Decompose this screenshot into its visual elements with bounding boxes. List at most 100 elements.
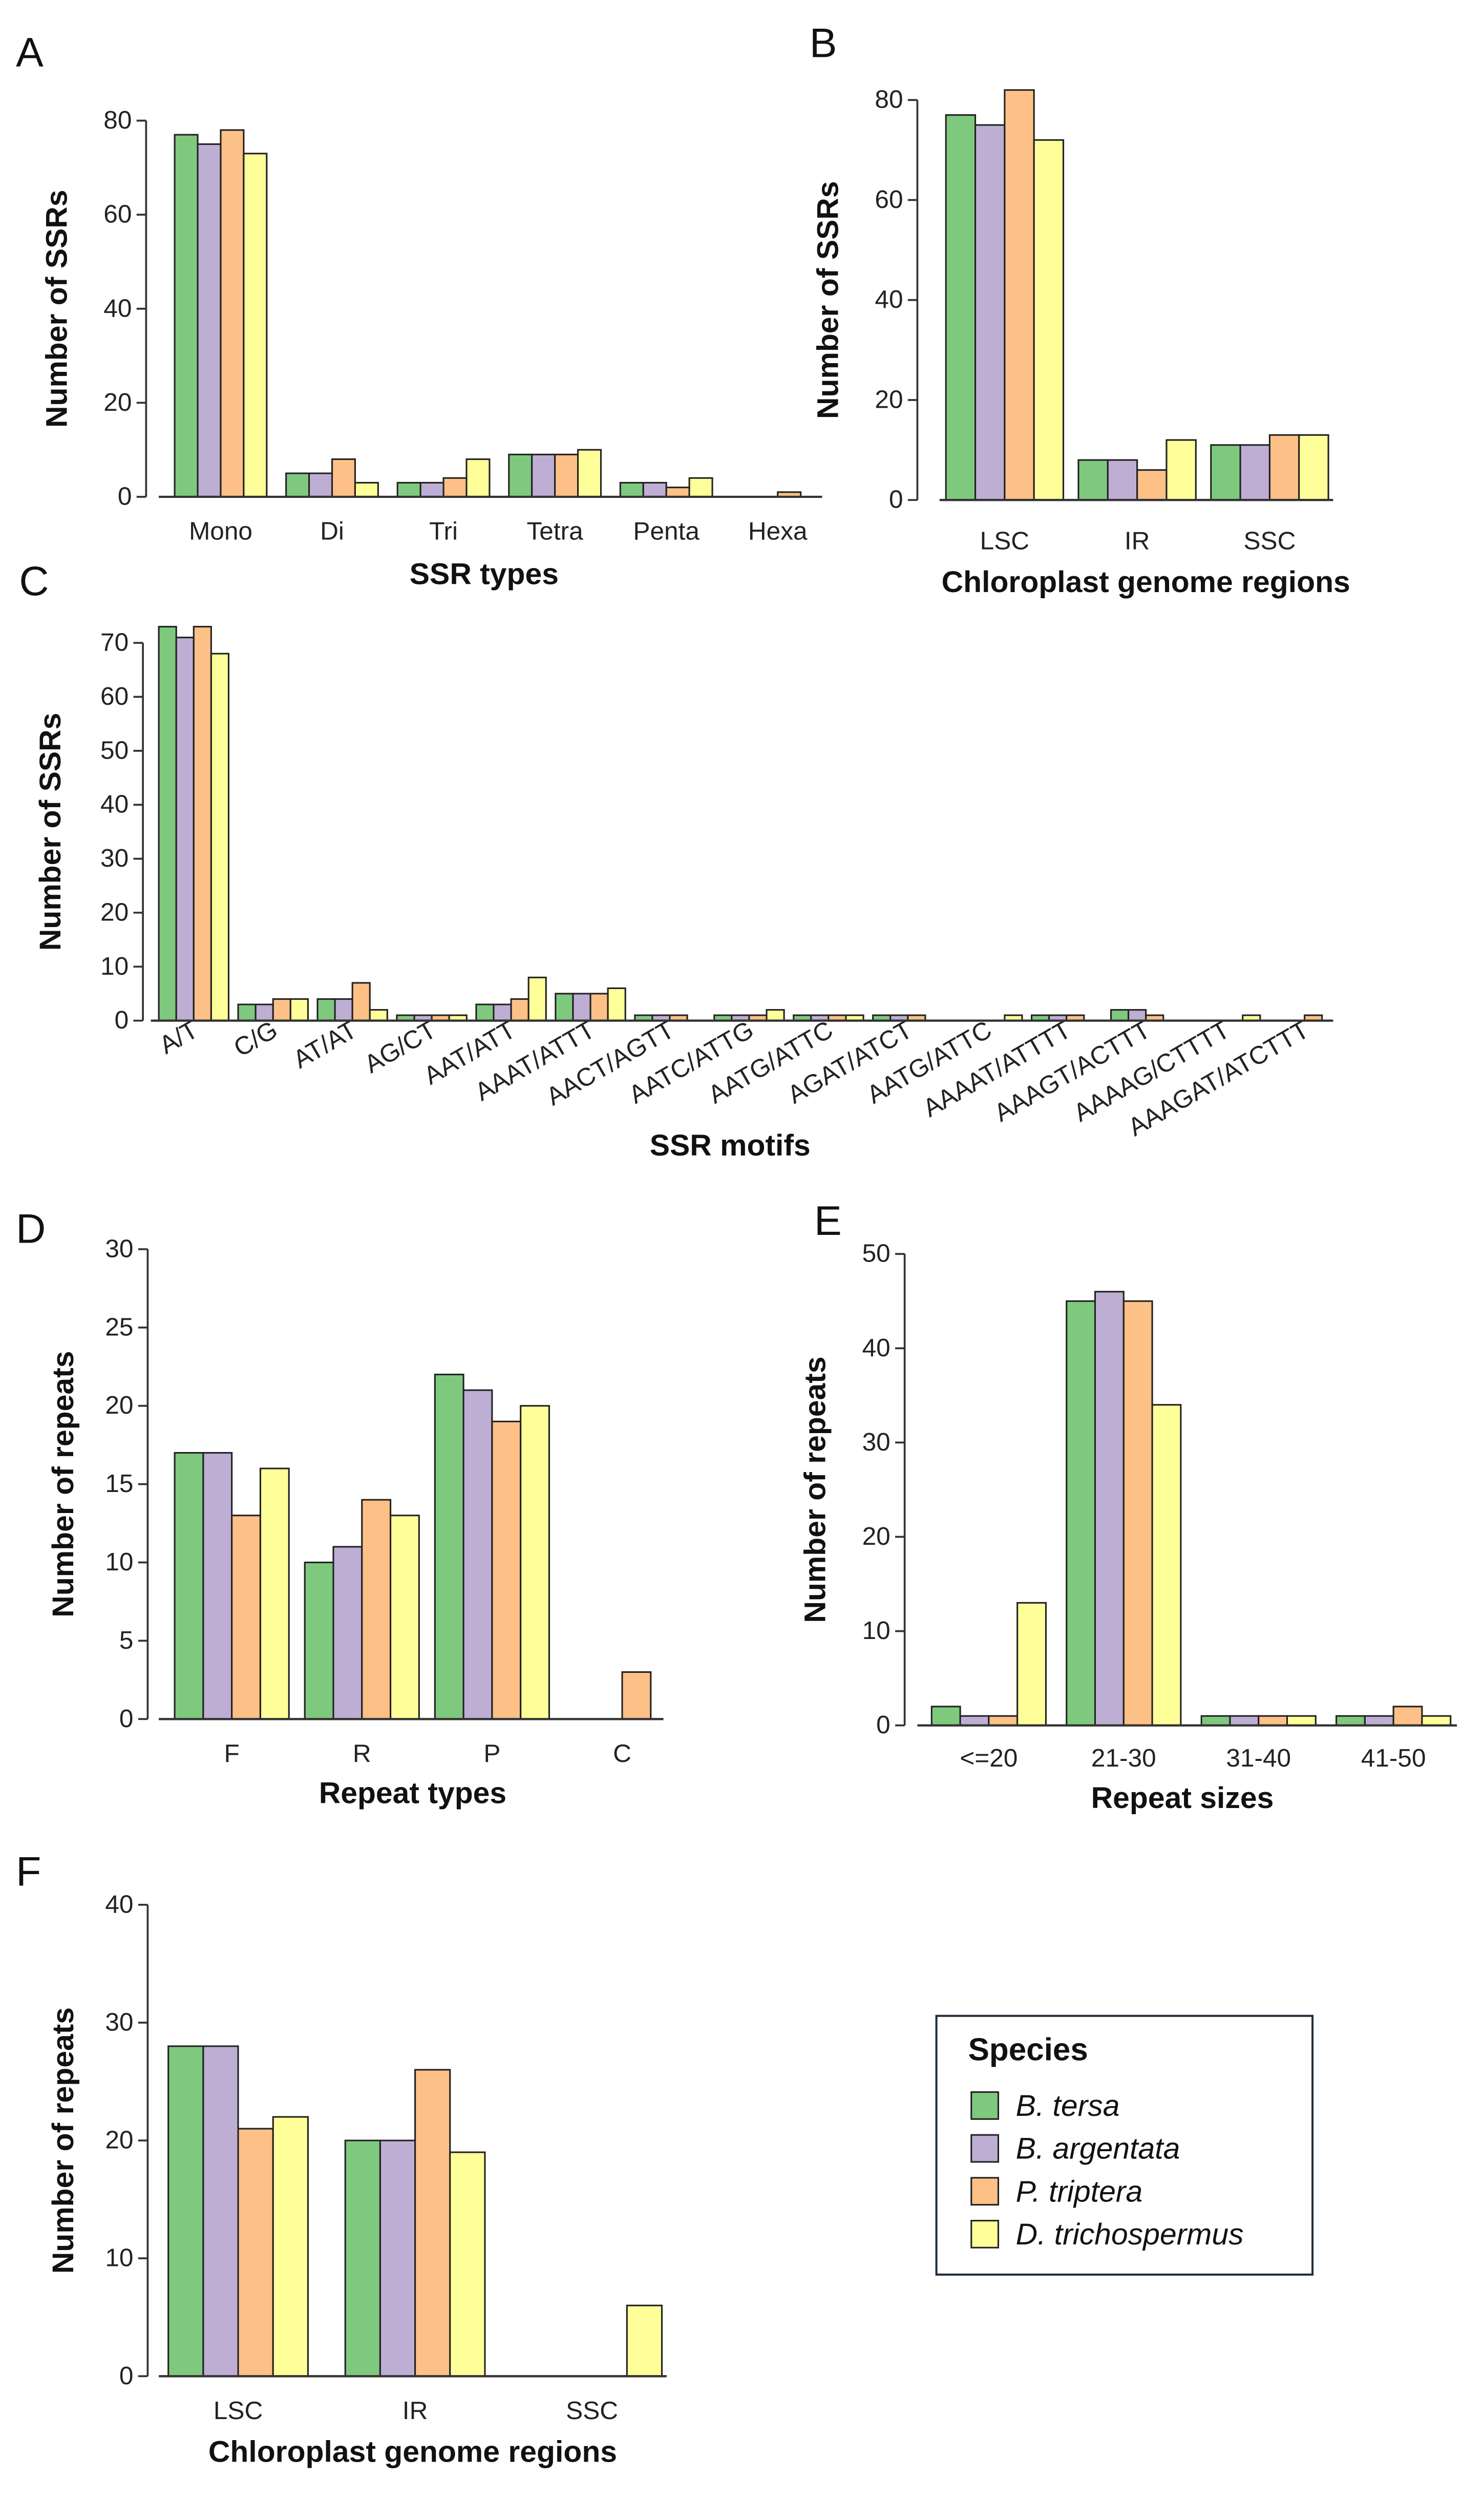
bar-c-1-1: [255, 1003, 274, 1022]
panel-label: F: [16, 1849, 41, 1895]
bar-c-4-3: [527, 976, 547, 1022]
bar-d-3-2: [621, 1671, 652, 1720]
bar-e-1-0: [1066, 1300, 1096, 1727]
legend-swatch: [970, 2220, 1000, 2249]
legend-item: B. tersa: [1016, 2089, 1120, 2123]
bar-c-4-2: [510, 998, 529, 1022]
panel-a: A 0 20 40 60 80 Number of SSRs Mono Di Tri Tetra Pe…: [16, 30, 822, 591]
y-tick-label: 30: [100, 844, 129, 872]
y-tick-label: 5: [119, 1626, 134, 1654]
bar-b-1-0: [1077, 459, 1109, 501]
bar-a-0-1: [197, 143, 222, 498]
bar-f-2-3: [626, 2304, 663, 2377]
y-tick-label: 0: [119, 2361, 134, 2390]
y-tick-label: 0: [119, 1704, 134, 1733]
y-tick-label: 30: [105, 2007, 133, 2036]
bar-c-0-2: [193, 625, 212, 1022]
y-tick-label: 40: [105, 1889, 133, 1918]
x-tick-label: Tri: [429, 517, 458, 545]
x-tick-label: Di: [320, 517, 344, 545]
bar-b-1-3: [1165, 439, 1197, 501]
panel-e: E 0 10 20 30 40 50 Number of repeats <=20 21-30 31…: [799, 1198, 1457, 1815]
x-tick-label: R: [353, 1739, 371, 1768]
x-axis-title: SSR motifs: [650, 1129, 811, 1162]
bar-e-2-2: [1258, 1715, 1288, 1727]
bar-a-1-0: [285, 472, 310, 498]
bar-e-3-1: [1364, 1715, 1394, 1727]
bar-a-3-0: [508, 453, 533, 498]
panel-f: F 0 10 20 30 40 Number of repeats LSC IR SSC Chlor…: [16, 1849, 667, 2469]
bar-a-0-3: [243, 153, 268, 498]
bar-e-3-0: [1335, 1715, 1366, 1727]
x-tick-label: C: [613, 1739, 631, 1768]
bar-e-0-2: [988, 1715, 1019, 1727]
bar-a-0-0: [174, 134, 199, 498]
bar-f-1-0: [344, 2139, 381, 2377]
bar-b-0-2: [1004, 89, 1035, 501]
y-tick-label: 0: [118, 481, 132, 510]
bar-a-1-2: [331, 458, 356, 498]
x-tick-label: P: [483, 1739, 500, 1768]
x-tick-label: SSC: [566, 2396, 618, 2425]
bar-a-2-3: [465, 458, 491, 498]
y-tick-label: 20: [100, 897, 129, 926]
legend-title: Species: [968, 2032, 1088, 2068]
panel-label: C: [19, 558, 49, 604]
x-tick-label: IR: [1125, 526, 1150, 555]
bar-c-12-0: [1110, 1009, 1130, 1022]
x-tick-label: Hexa: [748, 517, 808, 545]
bar-d-1-1: [332, 1546, 363, 1720]
bar-f-1-1: [379, 2139, 416, 2377]
x-tick-label: 21-30: [1091, 1743, 1156, 1772]
x-axis-title: Chloroplast genome regions: [942, 565, 1350, 599]
bar-d-1-3: [390, 1515, 420, 1720]
bar-f-0-2: [237, 2128, 274, 2377]
y-tick-label: 20: [105, 2126, 133, 2154]
legend-swatch: [970, 2091, 1000, 2120]
bar-f-0-1: [202, 2045, 239, 2377]
y-tick-label: 10: [862, 1616, 891, 1645]
bar-c-1-0: [237, 1003, 257, 1022]
x-tick-label: C/G: [229, 1015, 282, 1063]
y-tick-label: 40: [103, 293, 132, 322]
bar-d-2-0: [434, 1374, 464, 1720]
bar-a-3-1: [531, 453, 556, 498]
bar-b-2-1: [1239, 444, 1270, 501]
y-axis-title: Number of repeats: [47, 1351, 80, 1617]
bar-a-4-1: [642, 481, 667, 498]
y-axis-title: Number of repeats: [799, 1356, 832, 1623]
y-axis-title: Number of SSRs: [40, 190, 73, 428]
y-tick-label: 80: [875, 85, 903, 114]
legend-swatch: [970, 2134, 1000, 2163]
x-tick-label: Penta: [633, 517, 699, 545]
legend-item: D. trichospermus: [1016, 2218, 1244, 2251]
y-tick-label: 20: [875, 385, 903, 413]
legend-item: B. argentata: [1016, 2132, 1180, 2166]
y-tick-label: 50: [862, 1239, 891, 1268]
bar-a-1-1: [308, 472, 333, 498]
bar-d-0-0: [174, 1452, 204, 1720]
y-tick-label: 10: [105, 1547, 133, 1576]
x-tick-label: LSC: [980, 526, 1029, 555]
panel-label: E: [814, 1198, 842, 1244]
y-tick-label: 30: [862, 1427, 891, 1456]
bar-e-3-3: [1421, 1715, 1452, 1727]
bar-e-1-3: [1151, 1404, 1182, 1727]
x-tick-label: LSC: [214, 2396, 263, 2425]
y-tick-label: 10: [105, 2243, 133, 2272]
panel-label: A: [16, 30, 44, 76]
bar-b-2-3: [1298, 434, 1329, 501]
bar-d-0-1: [202, 1452, 233, 1720]
y-tick-label: 60: [103, 200, 132, 228]
bar-b-1-2: [1136, 469, 1168, 501]
y-tick-label: 0: [115, 1005, 129, 1034]
y-tick-label: 40: [100, 790, 129, 818]
x-axis-title: SSR types: [410, 557, 559, 591]
y-tick-label: 25: [105, 1312, 133, 1341]
bar-c-4-0: [475, 1003, 495, 1022]
x-tick-label: Tetra: [527, 517, 584, 545]
y-tick-label: 40: [862, 1333, 891, 1362]
bar-e-2-0: [1200, 1715, 1231, 1727]
